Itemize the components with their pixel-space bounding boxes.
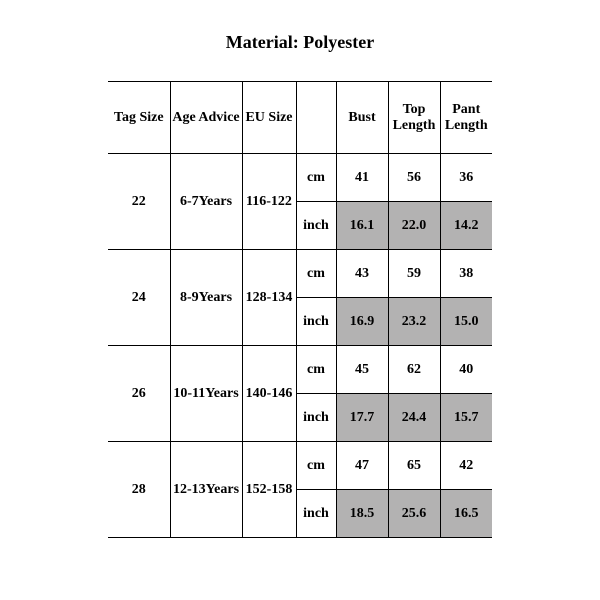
cell-eu: 152-158	[242, 442, 296, 538]
cell-age: 12-13Years	[170, 442, 242, 538]
cell-unit: inch	[296, 298, 336, 346]
cell-age: 6-7Years	[170, 154, 242, 250]
size-table: Tag Size Age Advice EU Size Bust Top Len…	[108, 81, 492, 538]
cell-top: 24.4	[388, 394, 440, 442]
cell-pant: 40	[440, 346, 492, 394]
col-top-length: Top Length	[388, 82, 440, 154]
cell-unit: inch	[296, 490, 336, 538]
cell-bust: 16.9	[336, 298, 388, 346]
col-unit	[296, 82, 336, 154]
cell-tag: 26	[108, 346, 170, 442]
cell-age: 10-11Years	[170, 346, 242, 442]
col-tag-size: Tag Size	[108, 82, 170, 154]
cell-unit: cm	[296, 442, 336, 490]
cell-pant: 42	[440, 442, 492, 490]
cell-top: 65	[388, 442, 440, 490]
table-row: 22 6-7Years 116-122 cm 41 56 36	[108, 154, 492, 202]
cell-bust: 43	[336, 250, 388, 298]
col-age-advice: Age Advice	[170, 82, 242, 154]
cell-eu: 128-134	[242, 250, 296, 346]
cell-pant: 36	[440, 154, 492, 202]
cell-unit: cm	[296, 346, 336, 394]
table-header-row: Tag Size Age Advice EU Size Bust Top Len…	[108, 82, 492, 154]
table-row: 28 12-13Years 152-158 cm 47 65 42	[108, 442, 492, 490]
col-eu-size: EU Size	[242, 82, 296, 154]
cell-pant: 15.7	[440, 394, 492, 442]
cell-top: 62	[388, 346, 440, 394]
cell-unit: cm	[296, 154, 336, 202]
cell-tag: 24	[108, 250, 170, 346]
page-title: Material: Polyester	[0, 0, 600, 81]
cell-top: 23.2	[388, 298, 440, 346]
cell-top: 56	[388, 154, 440, 202]
cell-top: 25.6	[388, 490, 440, 538]
cell-unit: inch	[296, 202, 336, 250]
table-row: 26 10-11Years 140-146 cm 45 62 40	[108, 346, 492, 394]
cell-pant: 15.0	[440, 298, 492, 346]
cell-top: 22.0	[388, 202, 440, 250]
cell-bust: 16.1	[336, 202, 388, 250]
cell-top: 59	[388, 250, 440, 298]
cell-eu: 116-122	[242, 154, 296, 250]
cell-bust: 17.7	[336, 394, 388, 442]
cell-tag: 28	[108, 442, 170, 538]
cell-unit: cm	[296, 250, 336, 298]
cell-bust: 47	[336, 442, 388, 490]
cell-bust: 18.5	[336, 490, 388, 538]
cell-tag: 22	[108, 154, 170, 250]
cell-bust: 45	[336, 346, 388, 394]
cell-pant: 38	[440, 250, 492, 298]
col-bust: Bust	[336, 82, 388, 154]
cell-eu: 140-146	[242, 346, 296, 442]
cell-pant: 14.2	[440, 202, 492, 250]
cell-unit: inch	[296, 394, 336, 442]
cell-age: 8-9Years	[170, 250, 242, 346]
table-row: 24 8-9Years 128-134 cm 43 59 38	[108, 250, 492, 298]
col-pant-length: Pant Length	[440, 82, 492, 154]
cell-pant: 16.5	[440, 490, 492, 538]
cell-bust: 41	[336, 154, 388, 202]
